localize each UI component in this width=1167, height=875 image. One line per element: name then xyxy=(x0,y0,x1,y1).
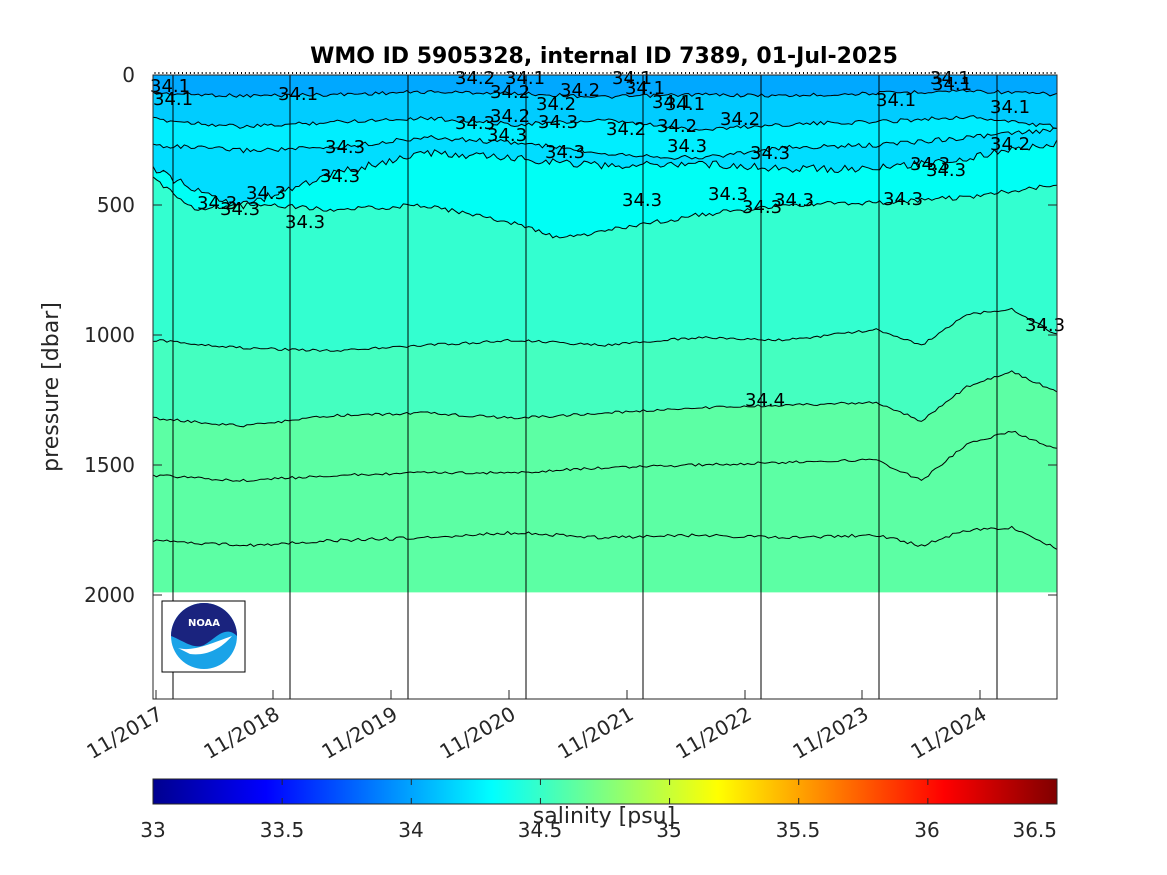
svg-text:NOAA: NOAA xyxy=(188,618,220,629)
contour-label: 34.3 xyxy=(750,143,790,164)
contour-label: 34.3 xyxy=(320,166,360,187)
contour-label: 34.1 xyxy=(150,76,190,97)
contour-label: 34.3 xyxy=(538,112,578,133)
x-tick-label: 11/2022 xyxy=(672,702,756,764)
contour-label: 34.3 xyxy=(742,197,782,218)
colorbar-tick-label: 33.5 xyxy=(260,818,305,842)
contour-label: 34.1 xyxy=(652,92,692,113)
y-tick-label: 1000 xyxy=(84,323,135,347)
colorbar-gradient xyxy=(152,778,1058,805)
x-tick-label: 11/2019 xyxy=(318,702,402,764)
colorbar-tick-label: 33 xyxy=(140,818,165,842)
noaa-logo: NOAA xyxy=(161,600,246,673)
x-tick-label: 11/2023 xyxy=(789,702,873,764)
y-tick-label: 2000 xyxy=(84,583,135,607)
contour-label: 34.1 xyxy=(625,78,665,99)
contour-line xyxy=(153,370,1057,428)
contour-line xyxy=(153,127,1057,160)
x-tick-label: 11/2017 xyxy=(83,702,167,764)
y-axis-title: pressure [dbar] xyxy=(39,302,64,472)
colorbar-tick-label: 35 xyxy=(656,818,681,842)
contour-label: 34.1 xyxy=(278,84,318,105)
contour-label: 34.1 xyxy=(932,74,972,95)
x-axis: 11/2017 11/2018 11/2019 11/2020 11/2021 … xyxy=(83,690,991,764)
contour-label: 34.2 xyxy=(657,116,697,137)
contour-line xyxy=(153,176,1057,239)
contour-label: 34.1 xyxy=(930,68,970,89)
y-axis: 0 500 1000 1500 2000 pressure [dbar] xyxy=(39,63,1057,607)
colorbar-label: salinity [psu] xyxy=(533,804,675,829)
year-separators xyxy=(172,75,998,699)
contour-label: 34.3 xyxy=(910,154,950,175)
contour-line xyxy=(153,307,1057,352)
chart-title: WMO ID 5905328, internal ID 7389, 01-Jul… xyxy=(310,44,898,69)
contour-label: 34.2 xyxy=(536,94,576,115)
colorbar-tick-label: 36 xyxy=(914,818,939,842)
contour-label-group: 34.1 34.1 34.1 34.1 34.1 34.1 34.1 34.1 … xyxy=(150,68,1065,411)
axes-frame xyxy=(152,74,1058,700)
contour-label: 34.3 xyxy=(220,199,260,220)
colorbar-tick-label: 36.5 xyxy=(1012,818,1057,842)
contour-label: 34.1 xyxy=(153,89,193,110)
salinity-layer xyxy=(153,370,1057,482)
salinity-layer xyxy=(153,139,1057,238)
contour-label: 34.2 xyxy=(990,134,1030,155)
salinity-layer xyxy=(153,431,1057,550)
x-tick-label: 11/2020 xyxy=(436,702,520,764)
contour-label: 34.3 xyxy=(883,189,923,210)
salinity-layer xyxy=(153,127,1057,209)
contour-label: 34.2 xyxy=(490,106,530,127)
contour-label: 34.1 xyxy=(665,94,705,115)
contour-label: 34.3 xyxy=(622,190,662,211)
contour-label: 34.3 xyxy=(708,184,748,205)
colorbar-tick-label: 35.5 xyxy=(776,818,821,842)
x-tick-label: 11/2018 xyxy=(200,702,284,764)
x-tick-label: 11/2024 xyxy=(907,702,991,764)
contour-label: 34.3 xyxy=(774,190,814,211)
contour-label: 34.3 xyxy=(545,142,585,163)
salinity-layer xyxy=(153,89,1057,131)
contour-label: 34.3 xyxy=(455,113,495,134)
y-tick-label: 500 xyxy=(97,193,135,217)
contour-label: 34.2 xyxy=(606,119,646,140)
contour-lines xyxy=(153,89,1057,550)
contour-label: 34.3 xyxy=(1025,315,1065,336)
salinity-layer xyxy=(153,115,1057,160)
contour-line xyxy=(153,89,1057,99)
contour-label: 34.3 xyxy=(197,193,237,214)
contour-label: 34.3 xyxy=(926,160,966,181)
contour-label: 34.3 xyxy=(667,136,707,157)
contour-label: 34.1 xyxy=(876,90,916,111)
contour-label: 34.3 xyxy=(246,183,286,204)
contour-label: 34.3 xyxy=(285,212,325,233)
contour-line xyxy=(153,139,1057,210)
salinity-layer xyxy=(153,75,1057,99)
contour-label: 34.1 xyxy=(505,68,545,89)
y-tick-label: 0 xyxy=(122,63,135,87)
contour-label: 34.2 xyxy=(560,80,600,101)
y-tick-label: 1500 xyxy=(84,453,135,477)
contour-label: 34.2 xyxy=(720,109,760,130)
contour-label: 34.3 xyxy=(487,125,527,146)
contour-label: 34.2 xyxy=(455,68,495,89)
colorbar-tick-label: 34.5 xyxy=(518,818,563,842)
salinity-layer xyxy=(153,176,1057,352)
x-tick-label: 11/2021 xyxy=(554,702,638,764)
contour-line xyxy=(153,430,1057,483)
colorbar-tick-label: 34 xyxy=(398,818,423,842)
contour-label: 34.1 xyxy=(612,68,652,89)
salinity-layers xyxy=(153,75,1057,593)
salinity-layer xyxy=(153,308,1057,427)
contour-label: 34.2 xyxy=(490,82,530,103)
contour-label: 34.4 xyxy=(745,390,785,411)
colorbar: salinity [psu] 33 33.5 34 34.5 35 35.5 3… xyxy=(140,778,1058,842)
contour-label: 34.3 xyxy=(325,137,365,158)
contour-label: 34.1 xyxy=(990,97,1030,118)
salinity-layer xyxy=(153,526,1057,593)
profile-ticks xyxy=(154,72,1056,74)
contour-line xyxy=(153,115,1057,132)
contour-line xyxy=(153,525,1057,550)
